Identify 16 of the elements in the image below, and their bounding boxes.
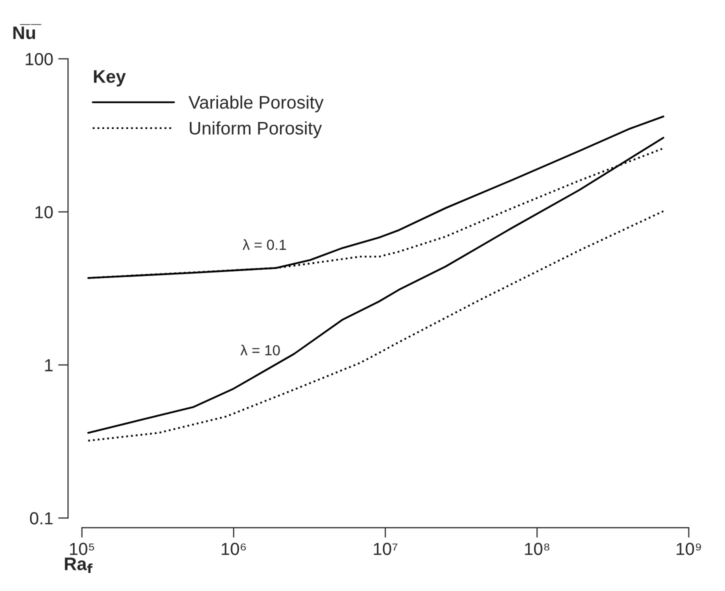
annotation: λ = 0.1 [242, 239, 286, 250]
y-tick-label: 100 [26, 52, 53, 66]
x-axis-title: Ra$_{f}$ [64, 558, 93, 574]
y-tick-label: 0.1 [30, 512, 53, 524]
legend-label: Variable Porosity [188, 95, 324, 112]
y-axis-title: N̅u̅ [13, 24, 42, 40]
x-tick-label: 10⁷ [374, 542, 398, 556]
annotation: λ = 10 [240, 344, 280, 356]
legend-label: Uniform Porosity [190, 121, 322, 138]
legend-title: Key [94, 70, 126, 86]
y-tick-label: 1 [45, 359, 53, 372]
x-tick-label: 10⁶ [222, 542, 246, 556]
x-tick-label: 10⁹ [676, 542, 701, 556]
x-tick-label: 10⁸ [525, 542, 550, 556]
y-tick-label: 10 [35, 206, 53, 218]
x-tick-label: 10⁵ [70, 542, 94, 556]
